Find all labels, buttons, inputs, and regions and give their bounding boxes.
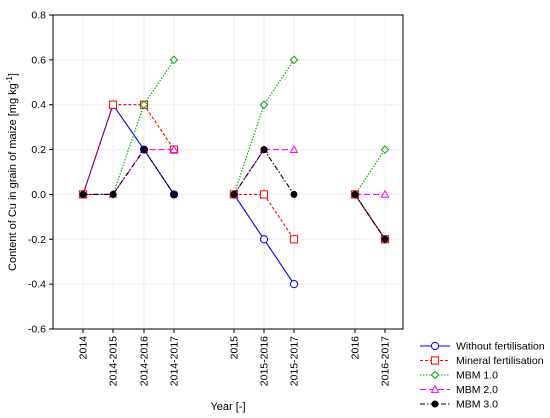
data-point <box>259 100 269 110</box>
x-tick-label: 2015-2016 <box>259 336 271 386</box>
x-tick-label: 2016 <box>350 336 362 360</box>
series-line <box>354 149 386 195</box>
series-line <box>354 194 386 240</box>
legend: Without fertilisation Mineral fertilisati… <box>420 341 545 411</box>
legend-marker <box>430 356 440 365</box>
series-line <box>354 194 386 240</box>
legend-label: MBM 3.0 <box>456 399 498 411</box>
data-point <box>380 145 390 154</box>
x-axis-title: Year [-] <box>210 401 245 413</box>
data-point <box>169 144 179 153</box>
data-point <box>109 190 117 198</box>
data-point <box>351 190 359 198</box>
x-tick-label: 2014 <box>78 336 90 360</box>
series-line <box>83 148 175 195</box>
x-tick-label: 2015-2017 <box>289 336 301 386</box>
data-point <box>380 189 390 198</box>
series-mbm-3-0 <box>79 146 389 243</box>
series-layer <box>78 55 390 289</box>
data-point <box>289 280 299 289</box>
legend-label: Without fertilisation <box>456 341 545 353</box>
x-tick-label: 2014-2015 <box>108 336 120 386</box>
data-point <box>289 235 299 244</box>
legend-label: MBM 1.0 <box>456 370 498 382</box>
data-point <box>139 100 149 110</box>
grid <box>53 14 403 330</box>
data-point <box>289 55 299 65</box>
y-tick-label: -0.2 <box>28 234 46 246</box>
legend-marker <box>431 400 439 408</box>
data-point <box>169 55 179 65</box>
y-tick-label: -0.6 <box>28 324 46 336</box>
data-point <box>259 190 269 199</box>
x-tick-label: 2014-2016 <box>139 336 151 386</box>
x-axis: 2014 2014-2015 2014-2016 2014-2017 2015 2015-… <box>78 329 392 386</box>
x-tick-label: 2014-2017 <box>169 336 181 386</box>
x-tick-label: 2015 <box>229 336 241 360</box>
y-tick-label: 0.2 <box>31 144 46 156</box>
data-point <box>259 235 269 244</box>
y-axis-title: Content of Cu in grain of maize [mg kg-1… <box>5 73 20 271</box>
data-point <box>170 190 178 198</box>
data-point <box>79 190 87 198</box>
data-point <box>381 235 389 243</box>
legend-marker <box>430 341 440 351</box>
data-point <box>230 190 238 198</box>
y-tick-label: 0.0 <box>31 189 46 201</box>
legend-label: MBM 2.0 <box>456 384 498 396</box>
legend-label: Mineral fertilisation <box>456 355 544 367</box>
y-tick-label: 0.8 <box>31 10 46 22</box>
data-point <box>108 100 118 109</box>
plot-frame <box>52 14 404 330</box>
y-tick-label: 0.4 <box>31 99 46 111</box>
legend-marker <box>430 384 440 393</box>
data-point <box>290 190 298 198</box>
legend-marker <box>430 370 440 380</box>
data-point <box>140 146 148 154</box>
data-point <box>260 146 268 154</box>
y-axis: -0.6 -0.4 -0.2 0.0 0.2 0.4 0.6 0.8 <box>28 10 53 336</box>
y-tick-label: -0.4 <box>28 279 46 291</box>
series-line <box>233 149 294 195</box>
y-tick-label: 0.6 <box>31 54 46 66</box>
x-tick-label: 2016-2017 <box>380 336 392 386</box>
series-line <box>82 104 175 195</box>
data-point <box>289 144 299 153</box>
